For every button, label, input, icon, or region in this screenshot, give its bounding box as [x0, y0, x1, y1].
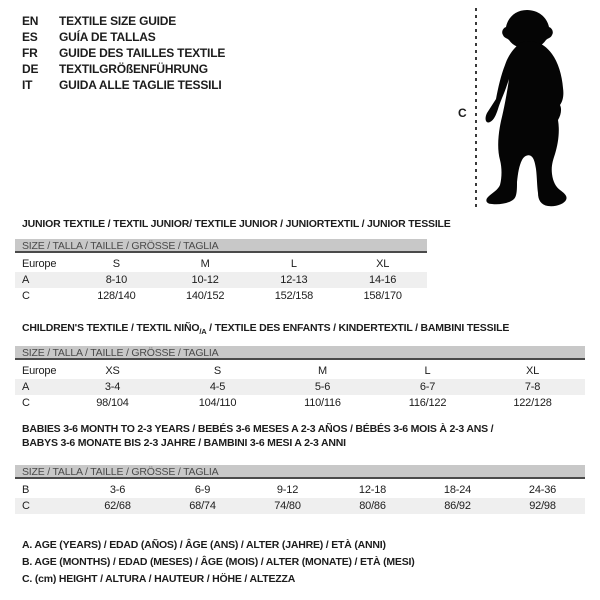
table-cell: 158/170	[363, 290, 402, 302]
table-cell: B	[22, 484, 30, 496]
children-section-heading: CHILDREN'S TEXTILE / TEXTIL NIÑO/A / TEX…	[22, 321, 509, 339]
table-cell: XS	[105, 365, 120, 377]
table-cell: 9-12	[276, 484, 299, 496]
table-cell: XL	[376, 258, 390, 270]
table-cell: S	[213, 365, 222, 377]
table-row-c: C 128/140 140/152 152/158 158/170	[15, 288, 427, 304]
language-title: GUIDE DES TAILLES TEXTILE	[59, 46, 226, 60]
table-cell: 14-16	[369, 274, 397, 286]
table-cell: L	[424, 365, 431, 377]
height-measure-dotted-line	[475, 8, 477, 208]
language-row-it: IT GUIDA ALLE TAGLIE TESSILI	[22, 77, 225, 93]
table-header-row: Europe XS S M L XL	[15, 363, 585, 379]
language-title: GUÍA DE TALLAS	[59, 30, 156, 44]
table-cell: Europe	[22, 365, 57, 377]
language-row-de: DE TEXTILGRÖßENFÜHRUNG	[22, 61, 225, 77]
table-cell: A	[22, 381, 30, 393]
table-cell: M	[318, 365, 327, 377]
language-code: IT	[22, 78, 33, 92]
baby-silhouette-image	[485, 10, 567, 207]
table-cell: 62/68	[104, 500, 131, 512]
language-title: GUIDA ALLE TAGLIE TESSILI	[59, 78, 222, 92]
table-cell: 152/158	[274, 290, 314, 302]
table-cell: 3-6	[109, 484, 126, 496]
table-cell: XL	[525, 365, 540, 377]
table-cell: S	[112, 258, 120, 270]
table-cell: 122/128	[513, 397, 552, 409]
babies-section-heading: BABIES 3-6 MONTH TO 2-3 YEARS / BEBÉS 3-…	[22, 422, 494, 450]
children-heading-subscript: /A	[199, 327, 207, 337]
language-title-block: EN TEXTILE SIZE GUIDE ES GUÍA DE TALLAS …	[22, 13, 225, 93]
table-cell: 140/152	[185, 290, 225, 302]
table-cell: C	[22, 290, 30, 302]
table-cell: 6-7	[419, 381, 436, 393]
table-cell: M	[200, 258, 210, 270]
table-cell: 68/74	[189, 500, 216, 512]
baby-silhouette-shape	[485, 10, 567, 207]
table-cell: 128/140	[97, 290, 136, 302]
language-title: TEXTILE SIZE GUIDE	[59, 14, 177, 28]
table-cell: C	[22, 500, 30, 512]
table-cell: L	[290, 258, 297, 270]
language-row-fr: FR GUIDE DES TAILLES TEXTILE	[22, 45, 225, 61]
table-cell: Europe	[22, 258, 57, 270]
junior-size-header-bar: SIZE / TALLA / TAILLE / GRÖSSE / TAGLIA	[15, 239, 427, 253]
table-cell: 116/122	[408, 397, 447, 409]
table-cell: 104/110	[198, 397, 237, 409]
table-row-b: B 3-6 6-9 9-12 12-18 18-24 24-36	[15, 482, 585, 498]
babies-heading-line-1: BABIES 3-6 MONTH TO 2-3 YEARS / BEBÉS 3-…	[22, 423, 494, 435]
table-row-c: C 62/68 68/74 74/80 80/86 86/92 92/98	[15, 498, 585, 514]
table-cell: 74/80	[274, 500, 301, 512]
junior-section-heading: JUNIOR TEXTILE / TEXTIL JUNIOR/ TEXTILE …	[22, 218, 451, 230]
table-cell: A	[22, 274, 30, 286]
language-code: FR	[22, 46, 38, 60]
legend-line-b: B. AGE (MONTHS) / EDAD (MESES) / ÂGE (MO…	[22, 556, 415, 568]
table-cell: 18-24	[443, 484, 472, 496]
table-cell: 86/92	[444, 500, 471, 512]
table-cell: 110/116	[304, 397, 341, 409]
table-row-c: C 98/104 104/110 110/116 116/122 122/128	[15, 395, 585, 411]
table-cell: C	[22, 397, 30, 409]
table-cell: 80/86	[359, 500, 386, 512]
language-title: TEXTILGRÖßENFÜHRUNG	[59, 62, 208, 76]
language-row-en: EN TEXTILE SIZE GUIDE	[22, 13, 225, 29]
table-cell: 12-18	[358, 484, 387, 496]
babies-size-header-bar: SIZE / TALLA / TAILLE / GRÖSSE / TAGLIA	[15, 465, 585, 479]
table-cell: 4-5	[209, 381, 226, 393]
table-cell: 10-12	[191, 274, 219, 286]
legend-line-a: A. AGE (YEARS) / EDAD (AÑOS) / ÂGE (ANS)…	[22, 539, 386, 551]
table-cell: 98/104	[96, 397, 129, 409]
children-heading-text: CHILDREN'S TEXTILE / TEXTIL NIÑO	[22, 322, 200, 334]
children-size-table: Europe XS S M L XL A 3-4 4-5 5-6 6-7 7-8…	[15, 363, 585, 411]
babies-size-table: B 3-6 6-9 9-12 12-18 18-24 24-36 C 62/68…	[15, 482, 585, 514]
table-row-a: A 3-4 4-5 5-6 6-7 7-8	[15, 379, 585, 395]
language-code: DE	[22, 62, 39, 76]
legend-line-c: C. (cm) HEIGHT / ALTURA / HAUTEUR / HÖHE…	[22, 573, 296, 585]
table-cell: 24-36	[528, 484, 557, 496]
table-row-a: A 8-10 10-12 12-13 14-16	[15, 272, 427, 288]
table-cell: 3-4	[104, 381, 121, 393]
language-row-es: ES GUÍA DE TALLAS	[22, 29, 225, 45]
table-cell: 6-9	[194, 484, 211, 496]
language-code: EN	[22, 14, 39, 28]
measure-legend: A. AGE (YEARS) / EDAD (AÑOS) / ÂGE (ANS)…	[22, 537, 415, 588]
table-cell: 12-13	[280, 274, 308, 286]
table-cell: 7-8	[524, 381, 541, 393]
table-header-row: Europe S M L XL	[15, 256, 427, 272]
children-size-header-bar: SIZE / TALLA / TAILLE / GRÖSSE / TAGLIA	[15, 346, 585, 360]
children-heading-text: / TEXTILE DES ENFANTS / KINDERTEXTIL / B…	[206, 322, 510, 334]
babies-heading-line-2: BABYS 3-6 MONATE BIS 2-3 JAHRE / BAMBINI…	[22, 437, 346, 449]
measure-c-label: C	[458, 106, 467, 120]
junior-size-table: Europe S M L XL A 8-10 10-12 12-13 14-16…	[15, 256, 427, 304]
table-cell: 5-6	[314, 381, 331, 393]
table-cell: 92/98	[529, 500, 556, 512]
language-code: ES	[22, 30, 38, 44]
table-cell: 8-10	[105, 274, 127, 286]
